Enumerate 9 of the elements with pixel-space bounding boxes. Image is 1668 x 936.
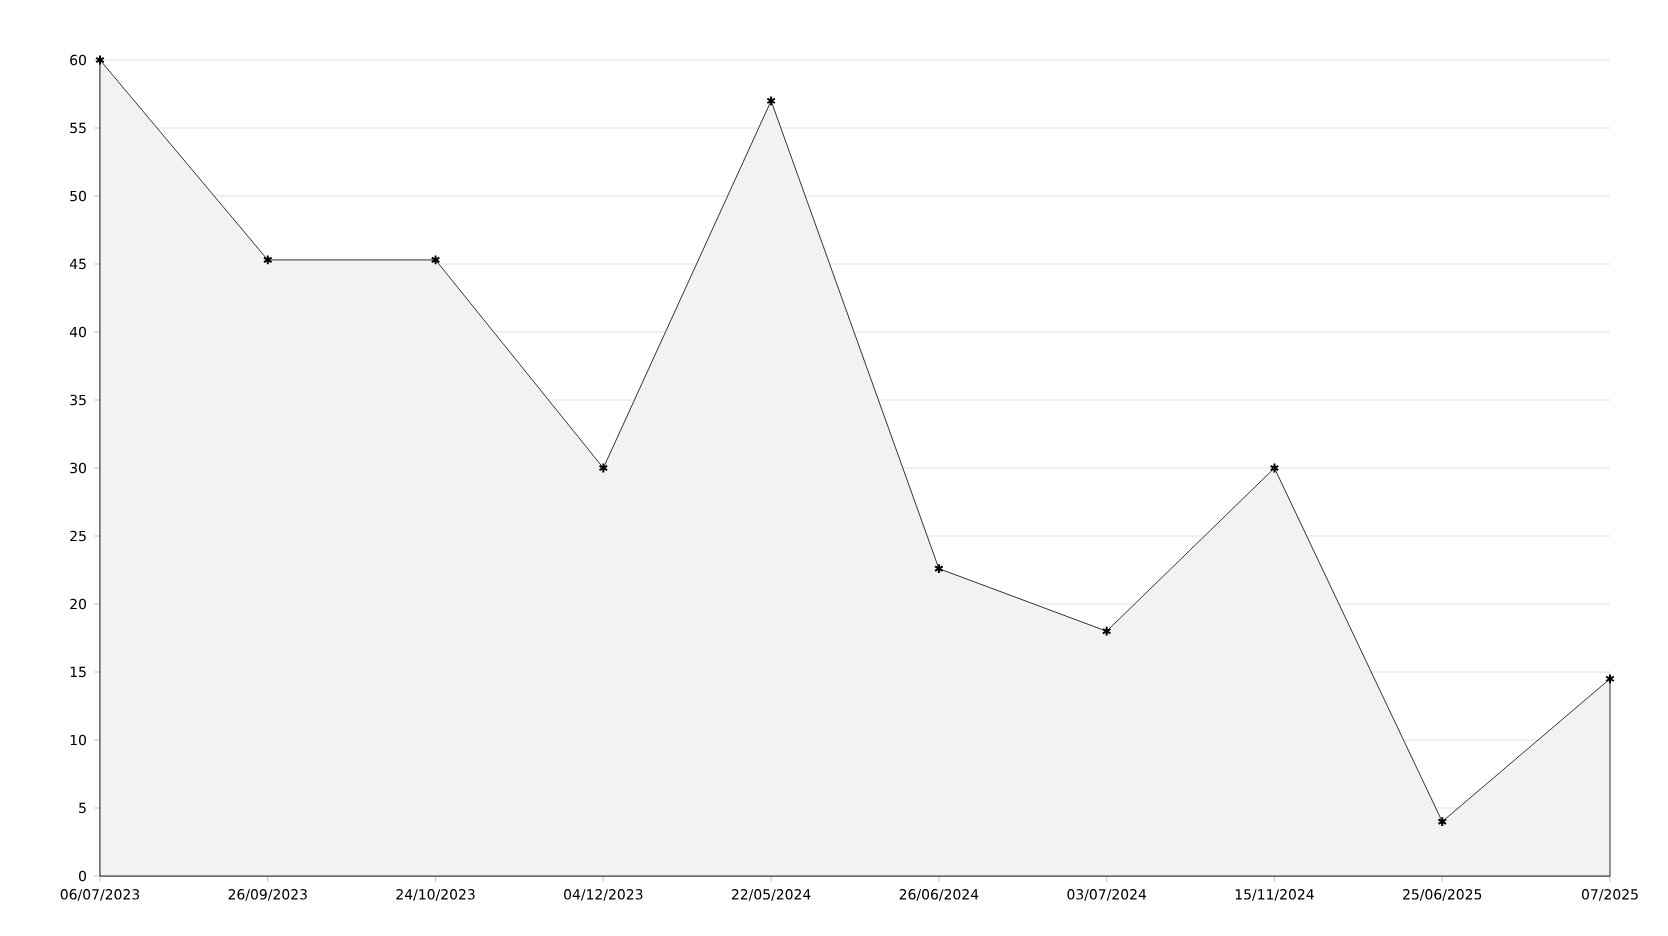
point [766,95,776,107]
point [262,254,273,266]
point [430,254,441,266]
point [598,462,609,474]
point [95,54,105,66]
point [1101,625,1112,637]
point [1269,462,1280,474]
point [1605,673,1615,685]
point [1437,816,1448,827]
